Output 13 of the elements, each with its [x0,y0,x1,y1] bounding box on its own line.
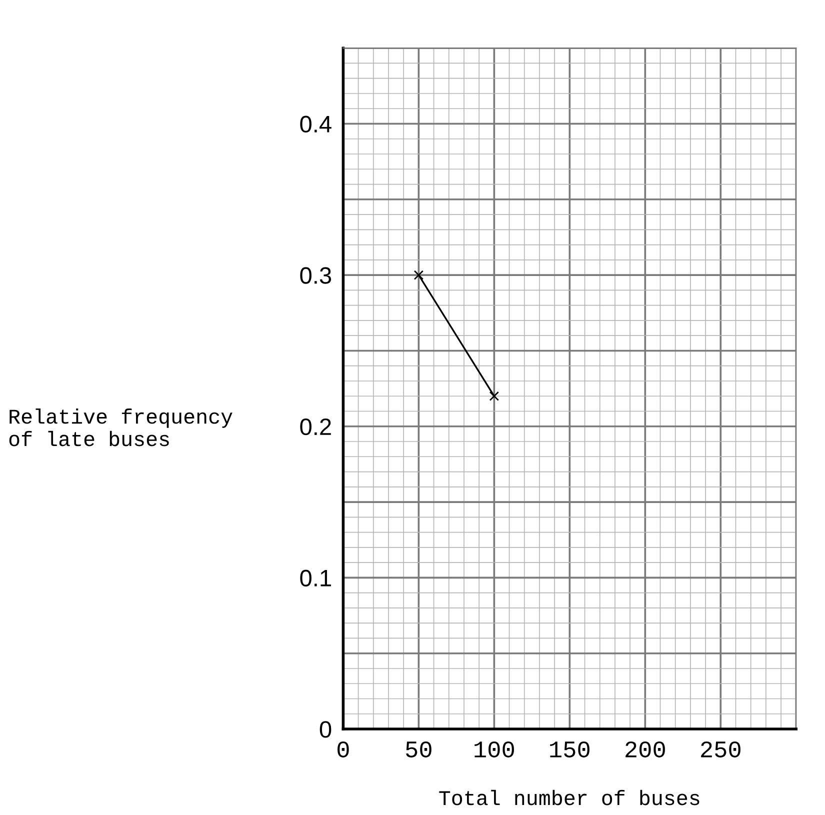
x-tick-label: 0 [338,741,349,758]
x-tick-label: 250 [701,741,740,758]
x-tick-label: 150 [550,741,590,758]
x-tick-label: 200 [626,741,665,758]
y-tick-label: 0 [320,721,332,738]
x-tick-label: 100 [474,741,514,758]
y-tick-label: 0.4 [300,116,332,133]
y-tick-label: 0.1 [300,570,331,586]
x-tick-label: 50 [406,741,432,758]
y-tick-label: 0.2 [300,418,331,436]
y-tick-label: 0.3 [300,267,332,284]
x-axis-title: Total number of buses [439,790,700,806]
y-axis-title: Relative frequency of late buses [9,408,232,446]
